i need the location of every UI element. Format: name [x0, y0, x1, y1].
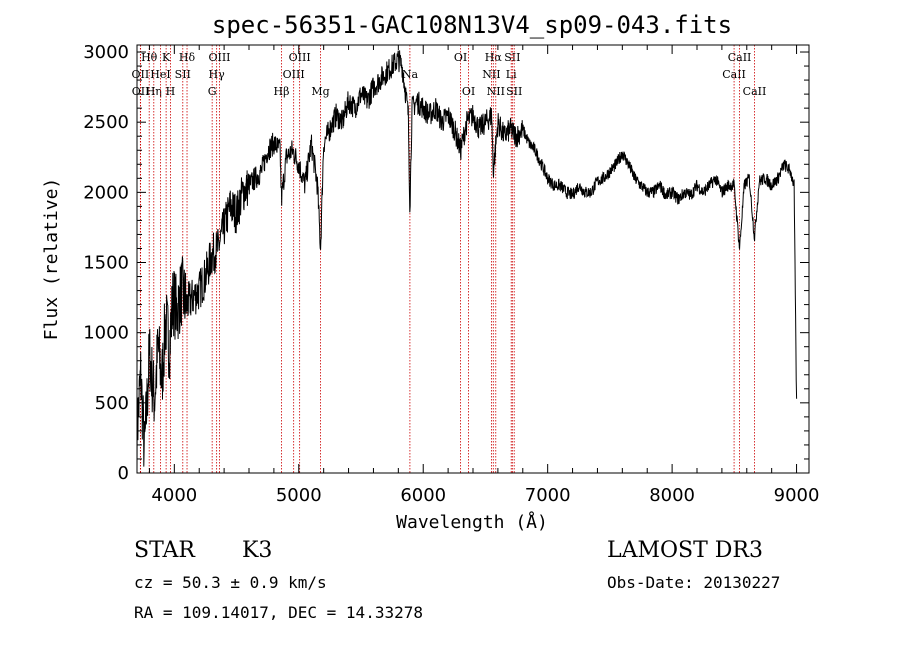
- object-subclass: K3: [242, 538, 273, 563]
- line-marker-label: Hθ: [141, 51, 158, 64]
- line-marker-label: SII: [506, 85, 522, 98]
- survey-name: LAMOST DR3: [607, 538, 763, 563]
- line-marker-label: OI: [462, 85, 475, 98]
- y-tick-label: 2500: [83, 112, 129, 133]
- x-tick-label: 6000: [400, 485, 446, 506]
- line-marker-label: OIII: [283, 68, 305, 81]
- line-marker-label: Mg: [311, 85, 329, 98]
- observation-date: Obs-Date: 20130227: [607, 573, 781, 592]
- line-marker-label: CaII: [728, 51, 752, 64]
- ra-dec: RA = 109.14017, DEC = 14.33278: [134, 603, 423, 622]
- x-tick-label: 7000: [525, 485, 571, 506]
- y-tick-label: 2000: [83, 182, 129, 203]
- line-marker-label: OII: [132, 68, 150, 81]
- line-marker-label: OIII: [208, 51, 230, 64]
- line-marker-label: OI: [454, 51, 467, 64]
- spectrum-line: [136, 50, 798, 471]
- line-marker-label: Hγ: [209, 68, 226, 81]
- line-marker-label: NII: [487, 85, 505, 98]
- x-tick-label: 4000: [151, 485, 197, 506]
- y-axis-label: Flux (relative): [41, 178, 62, 341]
- chart-title: spec-56351-GAC108N13V4_sp09-043.fits: [212, 11, 732, 39]
- line-marker-label: G: [208, 85, 217, 98]
- y-tick-label: 0: [118, 463, 129, 484]
- line-marker-label: HeI: [150, 68, 170, 81]
- line-marker-label: Li: [506, 68, 517, 81]
- line-marker-label: OII: [132, 85, 150, 98]
- line-marker-label: OIII: [289, 51, 311, 64]
- y-tick-label: 1500: [83, 253, 129, 274]
- object-class: STAR: [134, 538, 195, 563]
- line-marker-label: Hβ: [274, 85, 290, 98]
- spectrum-series: [136, 50, 798, 471]
- line-marker-label: Hη: [146, 85, 162, 98]
- line-marker-label: Hα: [485, 51, 503, 64]
- spectral-line-markers: OII OII Hθ Hη HeI K H SII Hδ G Hγ OIII Hβ OIII OIII Mg N…: [132, 45, 767, 473]
- line-marker-label: K: [162, 51, 171, 64]
- line-marker-label: SII: [175, 68, 191, 81]
- y-tick-label: 3000: [83, 42, 129, 63]
- redshift-cz: cz = 50.3 ± 0.9 km/s: [134, 573, 327, 592]
- line-marker-label: SII: [504, 51, 520, 64]
- x-axis-label: Wavelength (Å): [396, 511, 548, 533]
- x-tick-label: 8000: [649, 485, 695, 506]
- line-marker-label: Na: [402, 68, 419, 81]
- line-marker-label: CaII: [722, 68, 746, 81]
- x-tick-label: 5000: [276, 485, 322, 506]
- axis-ticks: 4000 5000 6000 7000 8000 9000 0 500 1000 1500 2000…: [83, 42, 819, 506]
- line-marker-label: Hδ: [179, 51, 196, 64]
- y-tick-label: 500: [95, 393, 129, 414]
- line-marker-label: H: [166, 85, 176, 98]
- x-tick-label: 9000: [774, 485, 820, 506]
- line-marker-label: NII: [482, 68, 500, 81]
- y-tick-label: 1000: [83, 323, 129, 344]
- line-marker-label: CaII: [743, 85, 767, 98]
